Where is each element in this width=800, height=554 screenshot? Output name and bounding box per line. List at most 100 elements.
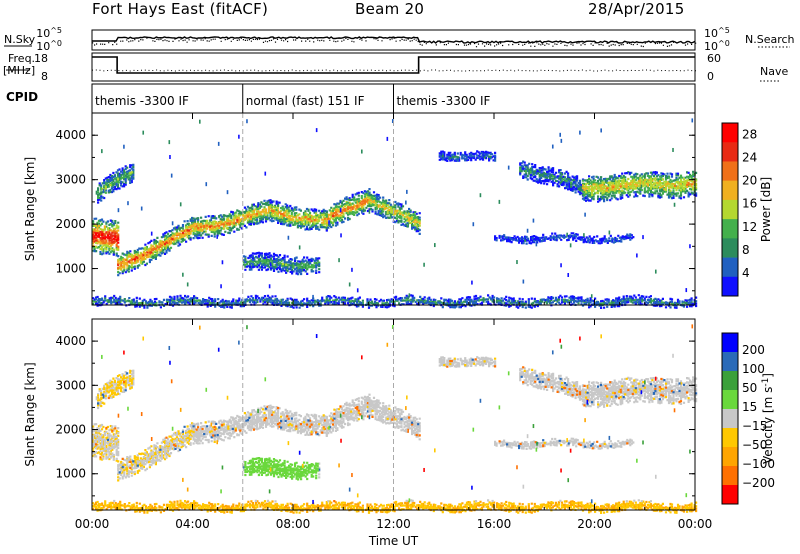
- power-scatter-point: [315, 128, 318, 133]
- velocity-echo-cells: [244, 457, 319, 481]
- power-scatter-point: [579, 130, 581, 135]
- y-tick-label: 4000: [55, 128, 86, 142]
- velocity-scatter-point: [406, 395, 408, 400]
- velocity-scatter-point: [169, 360, 171, 365]
- power-scatter-point: [268, 284, 271, 289]
- velocity-scatter-point: [348, 487, 351, 492]
- velocity-echo-cells: [471, 358, 474, 361]
- y-tick-label: 2000: [55, 423, 86, 437]
- power-echo-cells: [92, 224, 120, 250]
- velocity-scatter-point: [171, 426, 174, 431]
- velocity-scatter-point: [685, 493, 688, 498]
- velocity-echo-cells: [97, 369, 135, 408]
- noise-tick-left-top: 10^5: [36, 26, 62, 40]
- power-scatter-point: [673, 202, 676, 207]
- power-echo-cells: [581, 171, 698, 203]
- power-echo-cells: [281, 262, 288, 266]
- x-tick-label: 04:00: [175, 517, 210, 531]
- power-scatter-point: [339, 208, 342, 213]
- velocity-scatter-point: [405, 406, 407, 411]
- velocity-scatter-point: [391, 324, 394, 329]
- power-echo-cells: [192, 201, 271, 237]
- velocity-colorbar-swatch: [722, 466, 738, 486]
- velocity-scatter-point: [315, 334, 318, 339]
- power-colorbar-swatch: [722, 257, 738, 278]
- power-scatter-point: [95, 190, 98, 195]
- velocity-scatter-point: [471, 485, 473, 490]
- noise-tick-left-bottom: 10^0: [36, 39, 62, 53]
- power-echo-cells: [95, 295, 698, 309]
- power-scatter-point: [532, 218, 535, 223]
- power-scatter-point: [269, 262, 272, 267]
- velocity-scatter-point: [498, 405, 501, 410]
- power-scatter-point: [142, 130, 145, 135]
- power-echo-cells: [368, 198, 421, 225]
- velocity-scatter-point: [356, 493, 359, 498]
- power-scatter-point: [302, 258, 304, 263]
- power-scatter-point: [643, 174, 646, 179]
- power-colorbar-swatch: [722, 180, 738, 201]
- power-echo-cells: [162, 226, 192, 255]
- velocity-scatter-point: [536, 441, 538, 446]
- velocity-scatter-point: [590, 499, 593, 504]
- power-scatter-point: [168, 140, 171, 145]
- power-scatter-point: [328, 220, 330, 225]
- power-scatter-point: [507, 165, 510, 170]
- velocity-colorbar-tick: 100: [742, 362, 765, 376]
- velocity-scatter-point: [328, 425, 330, 430]
- nave-trace: [92, 69, 696, 72]
- y-tick-label: 1000: [55, 467, 86, 481]
- power-scatter-point: [560, 263, 562, 268]
- velocity-scatter-point: [220, 489, 222, 494]
- velocity-colorbar-label: Velocity [m s-1]: [761, 373, 775, 464]
- velocity-colorbar-tick: 15: [742, 400, 757, 414]
- velocity-scatter-point: [408, 498, 411, 503]
- power-echo-cells: [154, 221, 195, 255]
- power-echo-cells: [92, 219, 120, 254]
- velocity-colorbar-swatch: [722, 390, 738, 410]
- velocity-scatter-point: [600, 334, 602, 339]
- x-tick-label: 20:00: [577, 517, 612, 531]
- freq-tick-8: 8: [41, 70, 48, 83]
- velocity-scatter-point: [257, 408, 259, 413]
- power-scatter-point: [199, 119, 201, 124]
- top-panels: N.Sky 10^510^010^510^0 N.SearchFreq.[MHz]1…: [3, 26, 795, 114]
- power-echo-cells: [154, 222, 195, 257]
- power-echo-cells: [327, 199, 371, 220]
- velocity-scatter-point: [268, 489, 271, 494]
- power-echo-cells: [581, 178, 696, 193]
- power-echo-cells: [157, 216, 195, 257]
- power-echo-cells: [117, 243, 157, 270]
- power-scatter-point: [186, 282, 189, 287]
- velocity-scatter-point: [643, 380, 646, 385]
- power-scatter-point: [654, 269, 657, 274]
- power-scatter-point: [171, 221, 174, 226]
- power-scatter-point: [216, 234, 219, 239]
- velocity-scatter-point: [672, 353, 674, 358]
- velocity-echo-cells: [92, 424, 120, 463]
- velocity-echo-cells: [519, 367, 585, 403]
- power-echo-cells: [368, 196, 420, 229]
- power-scatter-point: [287, 235, 290, 240]
- power-scatter-point: [361, 209, 363, 214]
- power-scatter-point: [636, 253, 638, 258]
- power-echo-cells: [269, 205, 328, 227]
- power-echo-cells: [495, 233, 632, 245]
- y-tick-label: 1000: [55, 262, 86, 276]
- velocity-echo-cells: [118, 460, 139, 474]
- velocity-scatter-point: [339, 413, 342, 418]
- velocity-scatter-point: [586, 384, 589, 389]
- velocity-scatter-point: [238, 340, 240, 345]
- power-echo-cells: [163, 229, 191, 246]
- velocity-scatter-point: [123, 350, 125, 355]
- power-scatter-point: [423, 262, 425, 267]
- cpid-segment-label: normal (fast) 151 IF: [246, 94, 365, 108]
- velocity-scatter-point: [479, 398, 482, 403]
- nave-label: Nave: [760, 65, 788, 78]
- freq-trace: [92, 56, 695, 74]
- power-scatter-point: [685, 288, 688, 293]
- velocity-scatter-point: [583, 438, 585, 443]
- power-scatter-point: [150, 231, 153, 236]
- noise-panel-frame: [91, 29, 696, 51]
